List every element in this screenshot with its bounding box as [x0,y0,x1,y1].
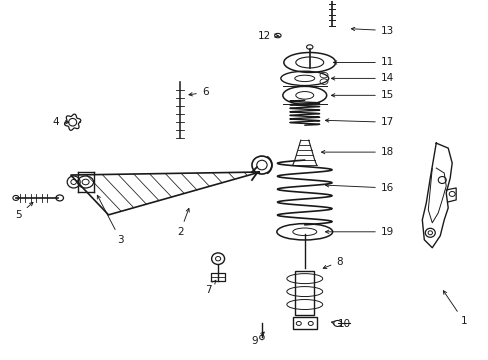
Text: 15: 15 [331,90,393,100]
Text: 8: 8 [323,257,342,269]
Text: 19: 19 [325,227,393,237]
Bar [295,271,314,315]
Text: 13: 13 [351,26,393,36]
Text: 12: 12 [258,31,278,41]
Text: 3: 3 [97,195,123,245]
Text: 6: 6 [188,87,208,97]
Text: 9: 9 [251,332,264,346]
Text: 11: 11 [333,58,393,67]
Polygon shape [71,172,260,215]
Text: 4: 4 [52,117,69,127]
Text: 5: 5 [16,202,33,220]
Text: 1: 1 [443,291,467,327]
Text: 18: 18 [321,147,393,157]
Text: 7: 7 [204,280,216,294]
Text: 2: 2 [177,208,189,237]
Text: 10: 10 [331,319,350,329]
Text: 16: 16 [325,183,393,193]
Text: 17: 17 [325,117,393,127]
Text: 14: 14 [331,73,393,84]
Bar [292,318,316,329]
